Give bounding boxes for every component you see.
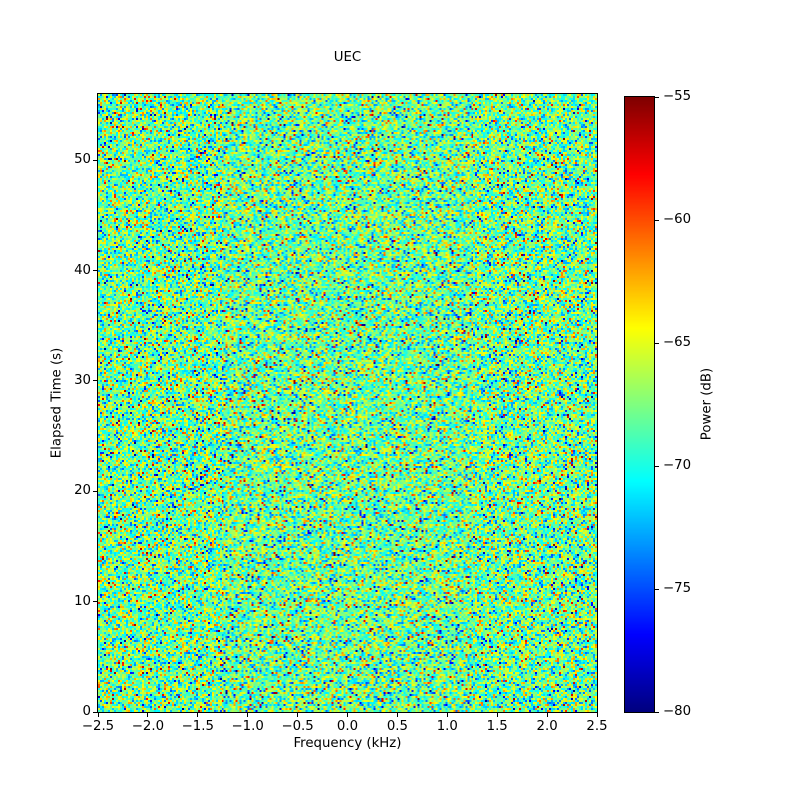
y-tick-mark — [93, 270, 97, 272]
colorbar-tick-label: −80 — [663, 704, 692, 719]
x-tick-mark — [496, 713, 498, 717]
x-tick-label: −1.5 — [181, 719, 214, 734]
x-tick-mark — [147, 713, 149, 717]
spectrogram-heatmap — [97, 93, 598, 713]
chart-title: UEC — [333, 50, 362, 65]
x-tick-mark — [396, 713, 398, 717]
x-tick-label: 2.5 — [586, 719, 608, 734]
y-tick-label: 20 — [74, 483, 91, 499]
x-tick-mark — [97, 713, 99, 717]
y-tick-label: 30 — [74, 372, 91, 388]
x-axis-label: Frequency (kHz) — [293, 736, 402, 751]
colorbar-tick-mark — [655, 96, 659, 98]
y-tick-label: 0 — [82, 704, 91, 719]
x-tick-label: −1.0 — [231, 719, 264, 734]
colorbar-label: Power (dB) — [699, 367, 715, 441]
colorbar-tick-mark — [655, 711, 659, 713]
colorbar-tick-label: −60 — [663, 212, 692, 227]
x-tick-mark — [197, 713, 199, 717]
x-tick-label: −0.5 — [281, 719, 314, 734]
y-tick-mark — [93, 380, 97, 382]
x-tick-label: 1.0 — [436, 719, 458, 734]
x-tick-label: 1.5 — [486, 719, 508, 734]
colorbar-tick-mark — [655, 342, 659, 344]
x-tick-mark — [297, 713, 299, 717]
y-tick-mark — [93, 490, 97, 492]
y-tick-mark — [93, 159, 97, 161]
colorbar-tick-mark — [655, 588, 659, 590]
y-tick-mark — [93, 711, 97, 713]
x-tick-mark — [446, 713, 448, 717]
y-tick-mark — [93, 601, 97, 603]
colorbar-tick-label: −75 — [663, 581, 692, 596]
x-tick-mark — [347, 713, 348, 717]
x-tick-mark — [546, 713, 548, 717]
x-tick-mark — [596, 713, 598, 717]
y-axis-label: Elapsed Time (s) — [49, 347, 65, 459]
x-tick-label: 0.0 — [336, 719, 359, 734]
colorbar-tick-label: −55 — [663, 89, 692, 104]
x-tick-label: 0.5 — [386, 719, 408, 734]
colorbar-tick-mark — [655, 465, 659, 467]
x-tick-label: −2.5 — [81, 719, 115, 734]
colorbar-tick-mark — [655, 219, 659, 221]
y-tick-label: 10 — [74, 593, 91, 609]
colorbar-tick-label: −65 — [663, 335, 692, 350]
x-tick-mark — [247, 713, 249, 717]
y-tick-label: 50 — [74, 152, 91, 168]
x-tick-label: −2.0 — [131, 719, 165, 734]
x-tick-label: 2.0 — [536, 719, 558, 734]
colorbar — [624, 96, 655, 713]
colorbar-tick-label: −70 — [663, 458, 692, 473]
y-tick-label: 40 — [74, 262, 91, 278]
